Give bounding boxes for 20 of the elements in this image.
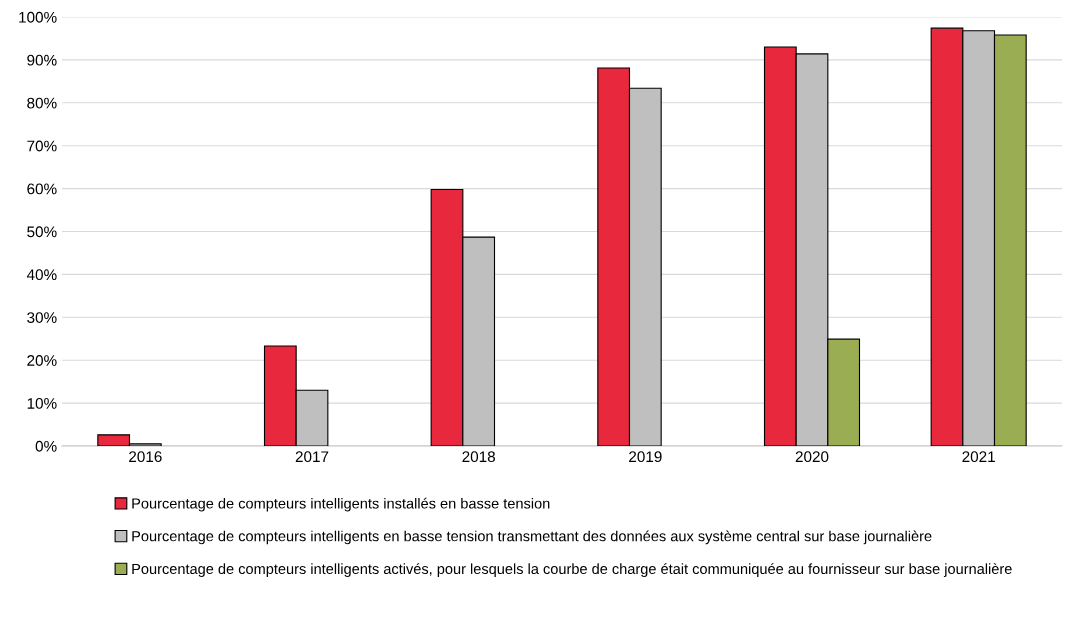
x-tick-label: 2019 <box>629 451 662 463</box>
y-tick-label: 40% <box>26 269 57 281</box>
y-tick-label: 70% <box>27 140 57 152</box>
x-tick-label: 2021 <box>962 451 995 463</box>
y-tick-label: 100% <box>19 11 57 23</box>
x-tick-label: 2018 <box>462 451 495 463</box>
y-tick-label: 10% <box>27 397 57 409</box>
legend-label: Pourcentage de compteurs intelligents en basse tension transmettant des données aux système central sur base journalière <box>132 530 932 545</box>
y-tick-label: 90% <box>27 54 57 66</box>
y-tick-label: 20% <box>27 355 57 366</box>
legend-label: Pourcentage de compteurs intelligents installés en basse tension <box>132 497 550 512</box>
y-tick-label: 30% <box>27 312 57 323</box>
y-tick-label: 0% <box>35 440 57 452</box>
x-tick-label: 2017 <box>295 451 329 463</box>
legend-label: Pourcentage de compteurs intelligents activés, pour lesquels la courbe de charge était communiquée au fournisseur sur base journalière <box>132 563 1012 577</box>
y-tick-label: 80% <box>27 97 57 109</box>
y-tick-label: 50% <box>27 226 57 238</box>
x-tick-label: 2016 <box>129 451 162 463</box>
x-tick-label: 2020 <box>795 451 829 463</box>
y-tick-label: 60% <box>27 183 57 195</box>
